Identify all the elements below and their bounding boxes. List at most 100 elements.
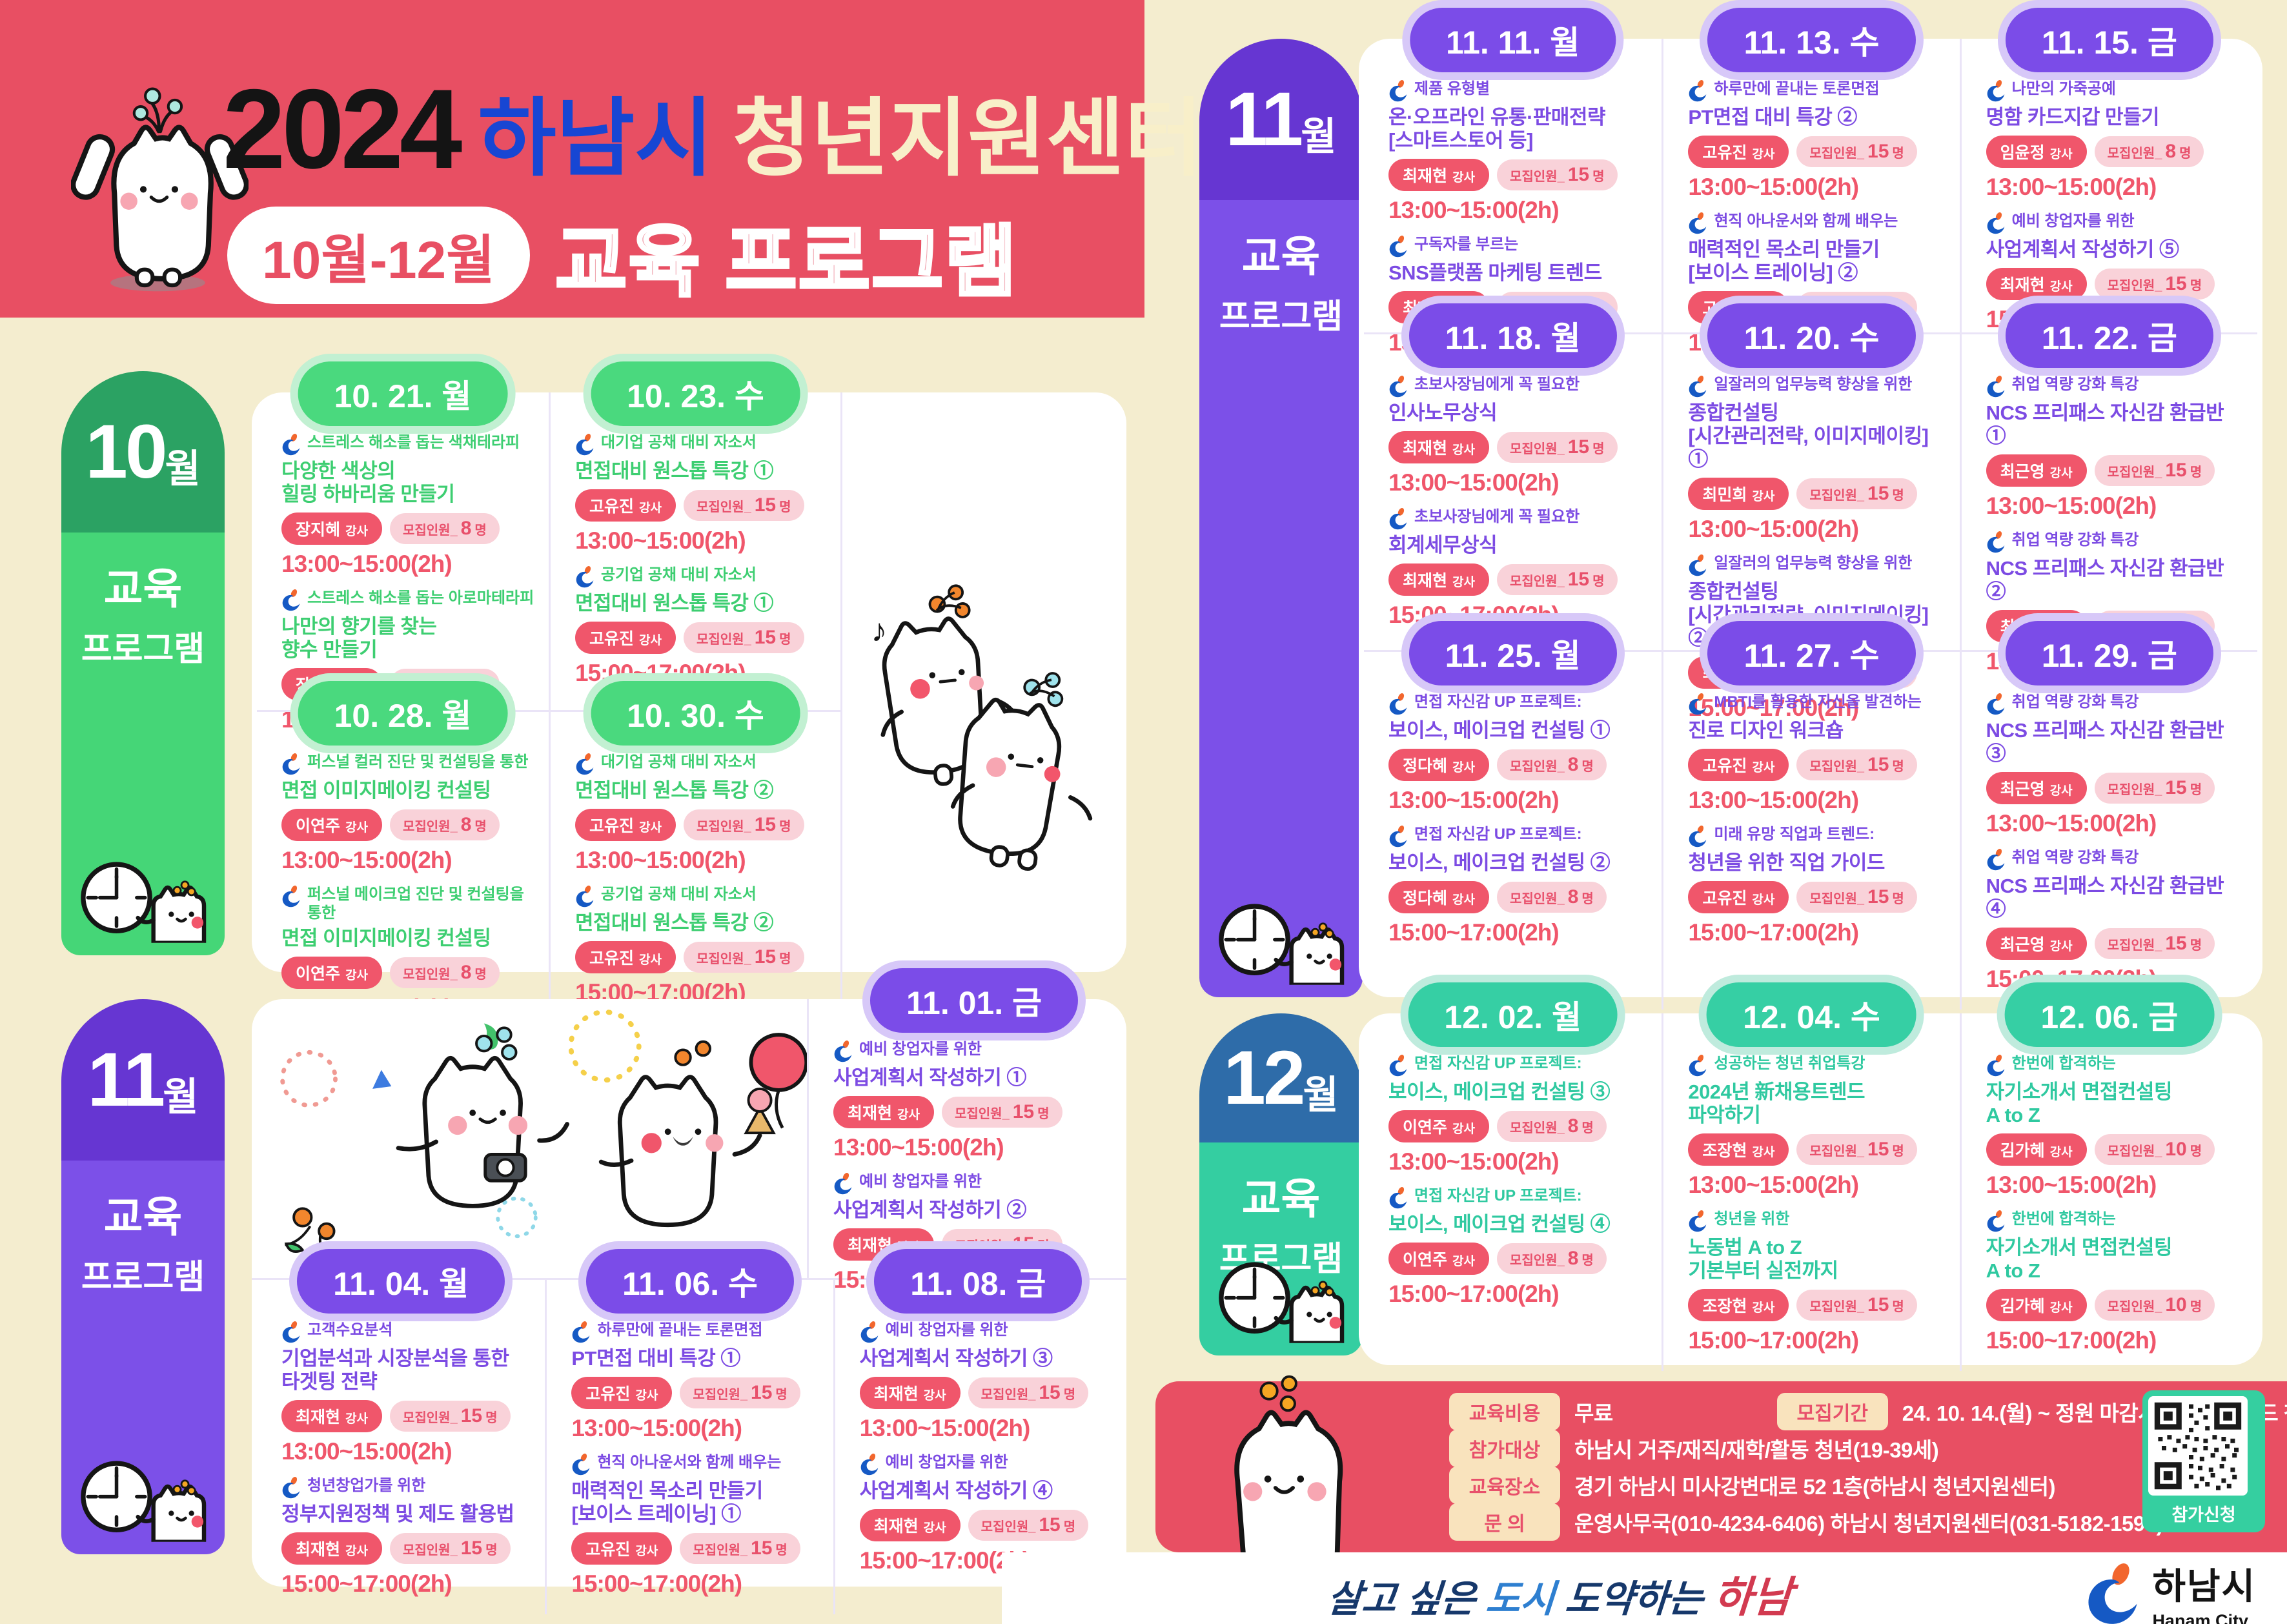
program-list: 예비 창업자를 위한 사업계획서 작성하기 ① 최재현 강사 모집인원_ 15 명 1… [833, 1040, 1125, 1294]
date-group: 10. 30. 수 대기업 공채 대비 자소서 면접대비 원스톱 특강 ② 고유… [549, 681, 840, 1039]
hanam-swirl-icon [1986, 693, 2006, 715]
program-time: 13:00~15:00(2h) [281, 846, 452, 873]
program-item: 한번에 합격하는 자기소개서 면접컨설팅 A to Z 김가혜 강사 모집인원_ 1… [1986, 1210, 2243, 1354]
program-category: 현직 아나운서와 함께 배우는 [1688, 212, 1945, 234]
program-time: 13:00~15:00(2h) [1388, 1148, 1560, 1175]
info-text: 경기 하남시 미사강변대로 52 1층(하남시 청년지원센터) [1574, 1475, 2055, 1499]
program-item: 퍼스널 컬러 진단 및 컨설팅을 통한 면접 이미지메이킹 컨설팅 이연주 강사 … [281, 753, 534, 874]
program-list: 퍼스널 컬러 진단 및 컨설팅을 통한 면접 이미지메이킹 컨설팅 이연주 강사 … [281, 753, 534, 1022]
ribbon-label: 교육 [1241, 1175, 1321, 1223]
program-list: 하루만에 끝내는 토론면접 PT면접 대비 특강 ① 고유진 강사 모집인원_ 15… [571, 1321, 818, 1598]
logo-korean: 하남시 [2152, 1566, 2256, 1607]
program-category: 구독자를 부르는 [1388, 235, 1647, 258]
program-time: 13:00~15:00(2h) [859, 1414, 1031, 1441]
hanam-swirl-icon [1388, 826, 1408, 848]
instructor-badge: 임윤정 강사 [1986, 135, 2087, 168]
hanam-city-logo: 하남시 Hanam City [2085, 1558, 2256, 1624]
date-group: 11. 04. 월 고객수요분석 기업분석과 시장분석을 통한 타겟팅 전략 최… [257, 1249, 545, 1614]
hanam-swirl-icon [1986, 1210, 2006, 1232]
qr-signup[interactable]: 참가신청 [2142, 1390, 2265, 1532]
date-group: 11. 18. 월 초보사장님에게 꼭 필요한 인사노무상식 최재현 강사 모집인… [1364, 303, 1662, 650]
ribbon-november-right: 11 월 교육 프로그램 [1199, 39, 1363, 997]
program-item: 고객수요분석 기업분석과 시장분석을 통한 타겟팅 전략 최재현 강사 모집인원_… [281, 1321, 531, 1465]
clock-cat-illustration [1213, 889, 1350, 986]
hanam-swirl-icon [281, 434, 301, 456]
program-category: 스트레스 해소를 돕는 아로마테라피 [281, 589, 534, 611]
instructor-badge: 정다혜 강사 [1388, 748, 1489, 781]
program-item: 대기업 공채 대비 자소서 면접대비 원스톱 특강 ② 고유진 강사 모집인원_ 1… [575, 753, 826, 874]
program-title: 보이스, 메이크업 컨설팅 ① [1388, 719, 1611, 742]
program-category: 대기업 공채 대비 자소서 [575, 434, 826, 456]
program-category: 일잘러의 업무능력 향상을 위한 [1688, 376, 1945, 398]
info-row: 참가대상 하남시 거주/재직/재학/활동 청년(19-39세) [1449, 1430, 2287, 1467]
program-time: 15:00~17:00(2h) [1688, 919, 1859, 946]
instructor-badge: 조장현 강사 [1688, 1133, 1789, 1166]
hanam-swirl-icon [2085, 1563, 2140, 1624]
info-text: 운영사무국(010-4234-6406) 하남시 청년지원센터(031-5182… [1574, 1512, 2164, 1536]
ribbon-label: 교육 [1241, 232, 1321, 280]
program-list: 나만의 가죽공예 명함 카드지갑 만들기 임윤정 강사 모집인원_ 8 명 13:00… [1986, 80, 2243, 333]
date-pill: 12. 06. 금 [2004, 982, 2215, 1047]
program-category: 나만의 가죽공예 [1986, 80, 2243, 102]
program-item: 현직 아나운서와 함께 배우는 매력적인 목소리 만들기 [보이스 트레이닝] … [571, 1453, 818, 1598]
program-category: 청년을 위한 [1688, 1210, 1945, 1232]
info-label: 교육장소 [1449, 1467, 1560, 1504]
program-time: 13:00~15:00(2h) [575, 846, 746, 873]
program-title: NCS 프리패스 자신감 환급반 ① [1986, 401, 2224, 447]
program-title: 자기소개서 면접컨설팅 A to Z [1986, 1081, 2173, 1126]
program-category: 퍼스널 컬러 진단 및 컨설팅을 통한 [281, 753, 534, 775]
program-category: MBTI를 활용한 자신을 발견하는 [1688, 693, 1945, 715]
program-title: 다양한 색상의 힐링 하바리움 만들기 [281, 460, 455, 505]
instructor-badge: 김가혜 강사 [1986, 1133, 2087, 1166]
program-item: 예비 창업자를 위한 사업계획서 작성하기 ① 최재현 강사 모집인원_ 15 명 1… [833, 1040, 1125, 1161]
program-title: 나만의 향기를 찾는 향수 만들기 [281, 614, 437, 661]
program-time: 13:00~15:00(2h) [281, 550, 452, 577]
program-title: 보이스, 메이크업 컨설팅 ③ [1388, 1081, 1611, 1103]
info-label: 문 의 [1449, 1503, 1560, 1541]
date-group: 11. 29. 금 취업 역량 강화 특강 NCS 프리패스 자신감 환급반 ③… [1959, 621, 2257, 1010]
ribbon-month: 10 월 [61, 371, 225, 533]
program-title: NCS 프리패스 자신감 환급반 ③ [1986, 719, 2224, 765]
date-pill: 10. 23. 수 [591, 361, 800, 426]
date-pill: 12. 04. 수 [1707, 982, 1916, 1047]
program-time: 15:00~17:00(2h) [1688, 694, 1859, 721]
program-item: 청년을 위한 노동법 A to Z 기본부터 실전까지 조장현 강사 모집인원_ 1… [1688, 1210, 1945, 1354]
program-category: 스트레스 해소를 돕는 색채테라피 [281, 434, 534, 456]
program-list: MBTI를 활용한 자신을 발견하는 진로 디자인 워크숍 고유진 강사 모집인원… [1688, 693, 1945, 946]
ribbon-october: 10 월 교육 프로그램 [61, 371, 225, 955]
date-pill: 11. 06. 수 [585, 1249, 795, 1314]
info-label: 참가대상 [1449, 1430, 1560, 1467]
program-title: SNS플랫폼 마케팅 트렌드 [1388, 261, 1602, 284]
date-group: 11. 11. 월 제품 유형별 온·오프라인 유통·판매전략 [스마트스토어 … [1364, 8, 1662, 356]
ribbon-label: 교육 [103, 1193, 183, 1241]
date-group: 11. 13. 수 하루만에 끝내는 토론면접 PT면접 대비 특강 ② 고유진… [1662, 8, 1959, 356]
program-title: 면접대비 원스톱 특강 ① [575, 460, 774, 482]
info-text: 하남시 거주/재직/재학/활동 청년(19-39세) [1574, 1438, 1939, 1462]
program-category: 현직 아나운서와 함께 배우는 [571, 1453, 818, 1476]
program-item: 공기업 공채 대비 자소서 면접대비 원스톱 특강 ① 고유진 강사 모집인원_ 1… [575, 565, 826, 687]
period-pill: 10월-12월 [227, 206, 530, 304]
program-item: 한번에 합격하는 자기소개서 면접컨설팅 A to Z 김가혜 강사 모집인원_ 1… [1986, 1055, 2243, 1199]
program-title: 자기소개서 면접컨설팅 A to Z [1986, 1235, 2173, 1282]
program-category: 한번에 합격하는 [1986, 1210, 2243, 1232]
program-item: MBTI를 활용한 자신을 발견하는 진로 디자인 워크숍 고유진 강사 모집인원… [1688, 693, 1945, 814]
